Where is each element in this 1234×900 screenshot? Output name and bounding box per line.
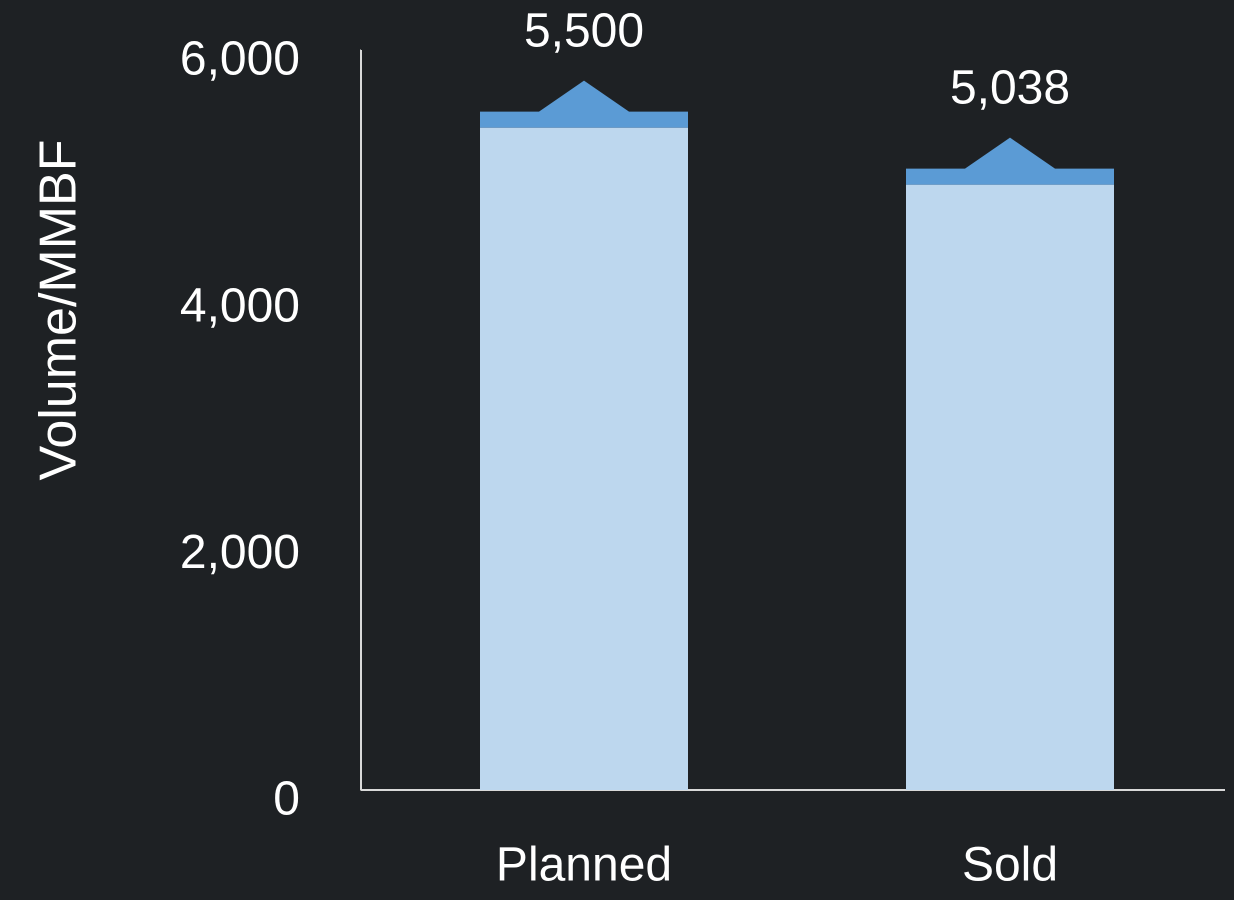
y-tick-label: 0 bbox=[273, 773, 300, 826]
x-tick-label: Sold bbox=[962, 839, 1058, 892]
bar bbox=[906, 185, 1114, 790]
chart: Volume/MMBF 0 2,000 4,000 6,000 Planned 5,500… bbox=[0, 0, 1234, 900]
y-tick-label: 4,000 bbox=[180, 279, 300, 332]
bar bbox=[480, 128, 688, 790]
y-tick-label: 2,000 bbox=[180, 526, 300, 579]
y-tick-label: 6,000 bbox=[180, 33, 300, 86]
x-tick-label: Planned bbox=[496, 839, 672, 892]
y-axis-title: Volume/MMBF bbox=[30, 140, 88, 481]
value-label: 5,500 bbox=[524, 4, 644, 57]
value-label: 5,038 bbox=[950, 61, 1070, 114]
page: Volume/MMBF 0 2,000 4,000 6,000 Planned 5,500… bbox=[0, 0, 1234, 900]
